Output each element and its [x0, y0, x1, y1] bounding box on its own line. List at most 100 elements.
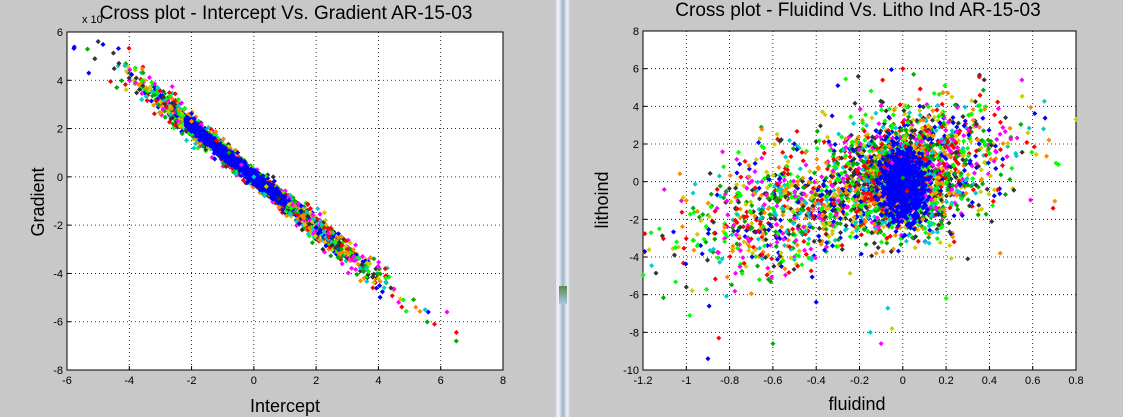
x-tick-label: 2 [313, 375, 319, 387]
data-point [241, 158, 248, 164]
data-point [207, 141, 213, 147]
data-point [453, 329, 459, 335]
data-point [206, 133, 212, 139]
y-axis-label: lithoind [592, 171, 612, 228]
data-point [185, 118, 191, 124]
y-tick-label: 6 [633, 64, 639, 76]
x-tick-label: 0.2 [938, 375, 953, 387]
data-point [111, 66, 117, 72]
data-point [95, 38, 101, 45]
y-tick-label: 4 [57, 75, 63, 87]
data-point [316, 229, 322, 236]
data-point [831, 163, 838, 169]
y-tick-label: -6 [629, 290, 639, 302]
data-point [243, 166, 249, 172]
data-point [157, 99, 163, 105]
data-point [425, 309, 431, 315]
x-tick-label: 0.4 [982, 375, 997, 387]
x-tick-label: 0.8 [1068, 375, 1083, 387]
x-tick-label: -2 [187, 375, 197, 387]
data-point [201, 128, 207, 134]
data-point [948, 255, 954, 261]
data-point [339, 242, 345, 248]
y-tick-label: 2 [633, 139, 639, 151]
y-tick-label: -2 [53, 220, 63, 232]
data-point [276, 204, 282, 210]
data-point [364, 260, 370, 266]
data-point [377, 283, 383, 289]
data-point [298, 203, 304, 209]
x-tick-label: -6 [62, 375, 72, 387]
fluidind-lithoind-scatter: Cross plot - Fluidind Vs. Litho Ind AR-1… [592, 0, 1084, 414]
data-point [320, 246, 326, 252]
data-point [220, 136, 226, 142]
y-tick-label: 8 [633, 26, 639, 38]
y-tick-label: -8 [53, 365, 63, 377]
data-point [139, 90, 145, 97]
data-point [1026, 125, 1032, 131]
data-point [417, 308, 423, 314]
data-point [735, 149, 742, 155]
data-point [307, 225, 313, 231]
right-plot-pane: Cross plot - Fluidind Vs. Litho Ind AR-1… [570, 0, 1123, 417]
data-point [217, 142, 223, 149]
data-point [148, 98, 154, 104]
data-point [258, 183, 264, 190]
data-point [444, 309, 450, 315]
data-point [698, 218, 704, 224]
pane-splitter[interactable] [556, 0, 570, 417]
data-point [823, 226, 829, 232]
data-point [717, 259, 723, 265]
data-point [681, 245, 687, 251]
data-point [377, 294, 383, 300]
x-tick-label: -0.8 [720, 375, 739, 387]
data-point [764, 185, 771, 191]
data-point [742, 218, 748, 224]
scatter-points [640, 66, 1079, 362]
data-point [213, 138, 220, 144]
data-point [375, 275, 381, 281]
data-point [193, 122, 199, 128]
data-point [122, 63, 128, 69]
data-point [233, 171, 239, 177]
x-tick-label: -0.4 [807, 375, 826, 387]
data-point [179, 131, 185, 137]
data-point [881, 232, 887, 238]
grid [642, 30, 1077, 371]
data-point [366, 269, 372, 275]
data-point [175, 96, 181, 103]
data-point [128, 71, 134, 77]
data-point [863, 241, 869, 247]
data-point [286, 202, 292, 208]
data-point [354, 271, 360, 278]
data-point [237, 158, 243, 164]
left-plot-pane: Cross plot - Intercept Vs. Gradient AR-1… [0, 0, 556, 417]
data-point [197, 140, 203, 147]
data-point [325, 226, 331, 232]
data-point [375, 263, 381, 269]
y-tick-label: -4 [53, 268, 63, 280]
data-point [422, 307, 428, 313]
data-point [246, 175, 252, 181]
data-point [294, 218, 300, 224]
splitter-grip[interactable] [559, 286, 567, 304]
data-point [961, 133, 967, 139]
data-point [126, 45, 132, 51]
data-point [134, 90, 140, 96]
x-tick-label: -1.2 [634, 375, 653, 387]
data-point [794, 242, 800, 248]
data-point [746, 166, 752, 172]
data-point [175, 118, 181, 124]
data-point [712, 236, 718, 242]
data-point [388, 285, 394, 291]
data-point [343, 238, 349, 244]
data-point [238, 162, 244, 168]
data-point [363, 266, 369, 272]
data-point [431, 321, 438, 327]
data-point [132, 65, 138, 71]
data-point [270, 174, 276, 180]
data-point [335, 234, 342, 240]
x-axis-label: Intercept [250, 396, 320, 416]
data-point [746, 243, 752, 250]
data-point [116, 60, 122, 66]
